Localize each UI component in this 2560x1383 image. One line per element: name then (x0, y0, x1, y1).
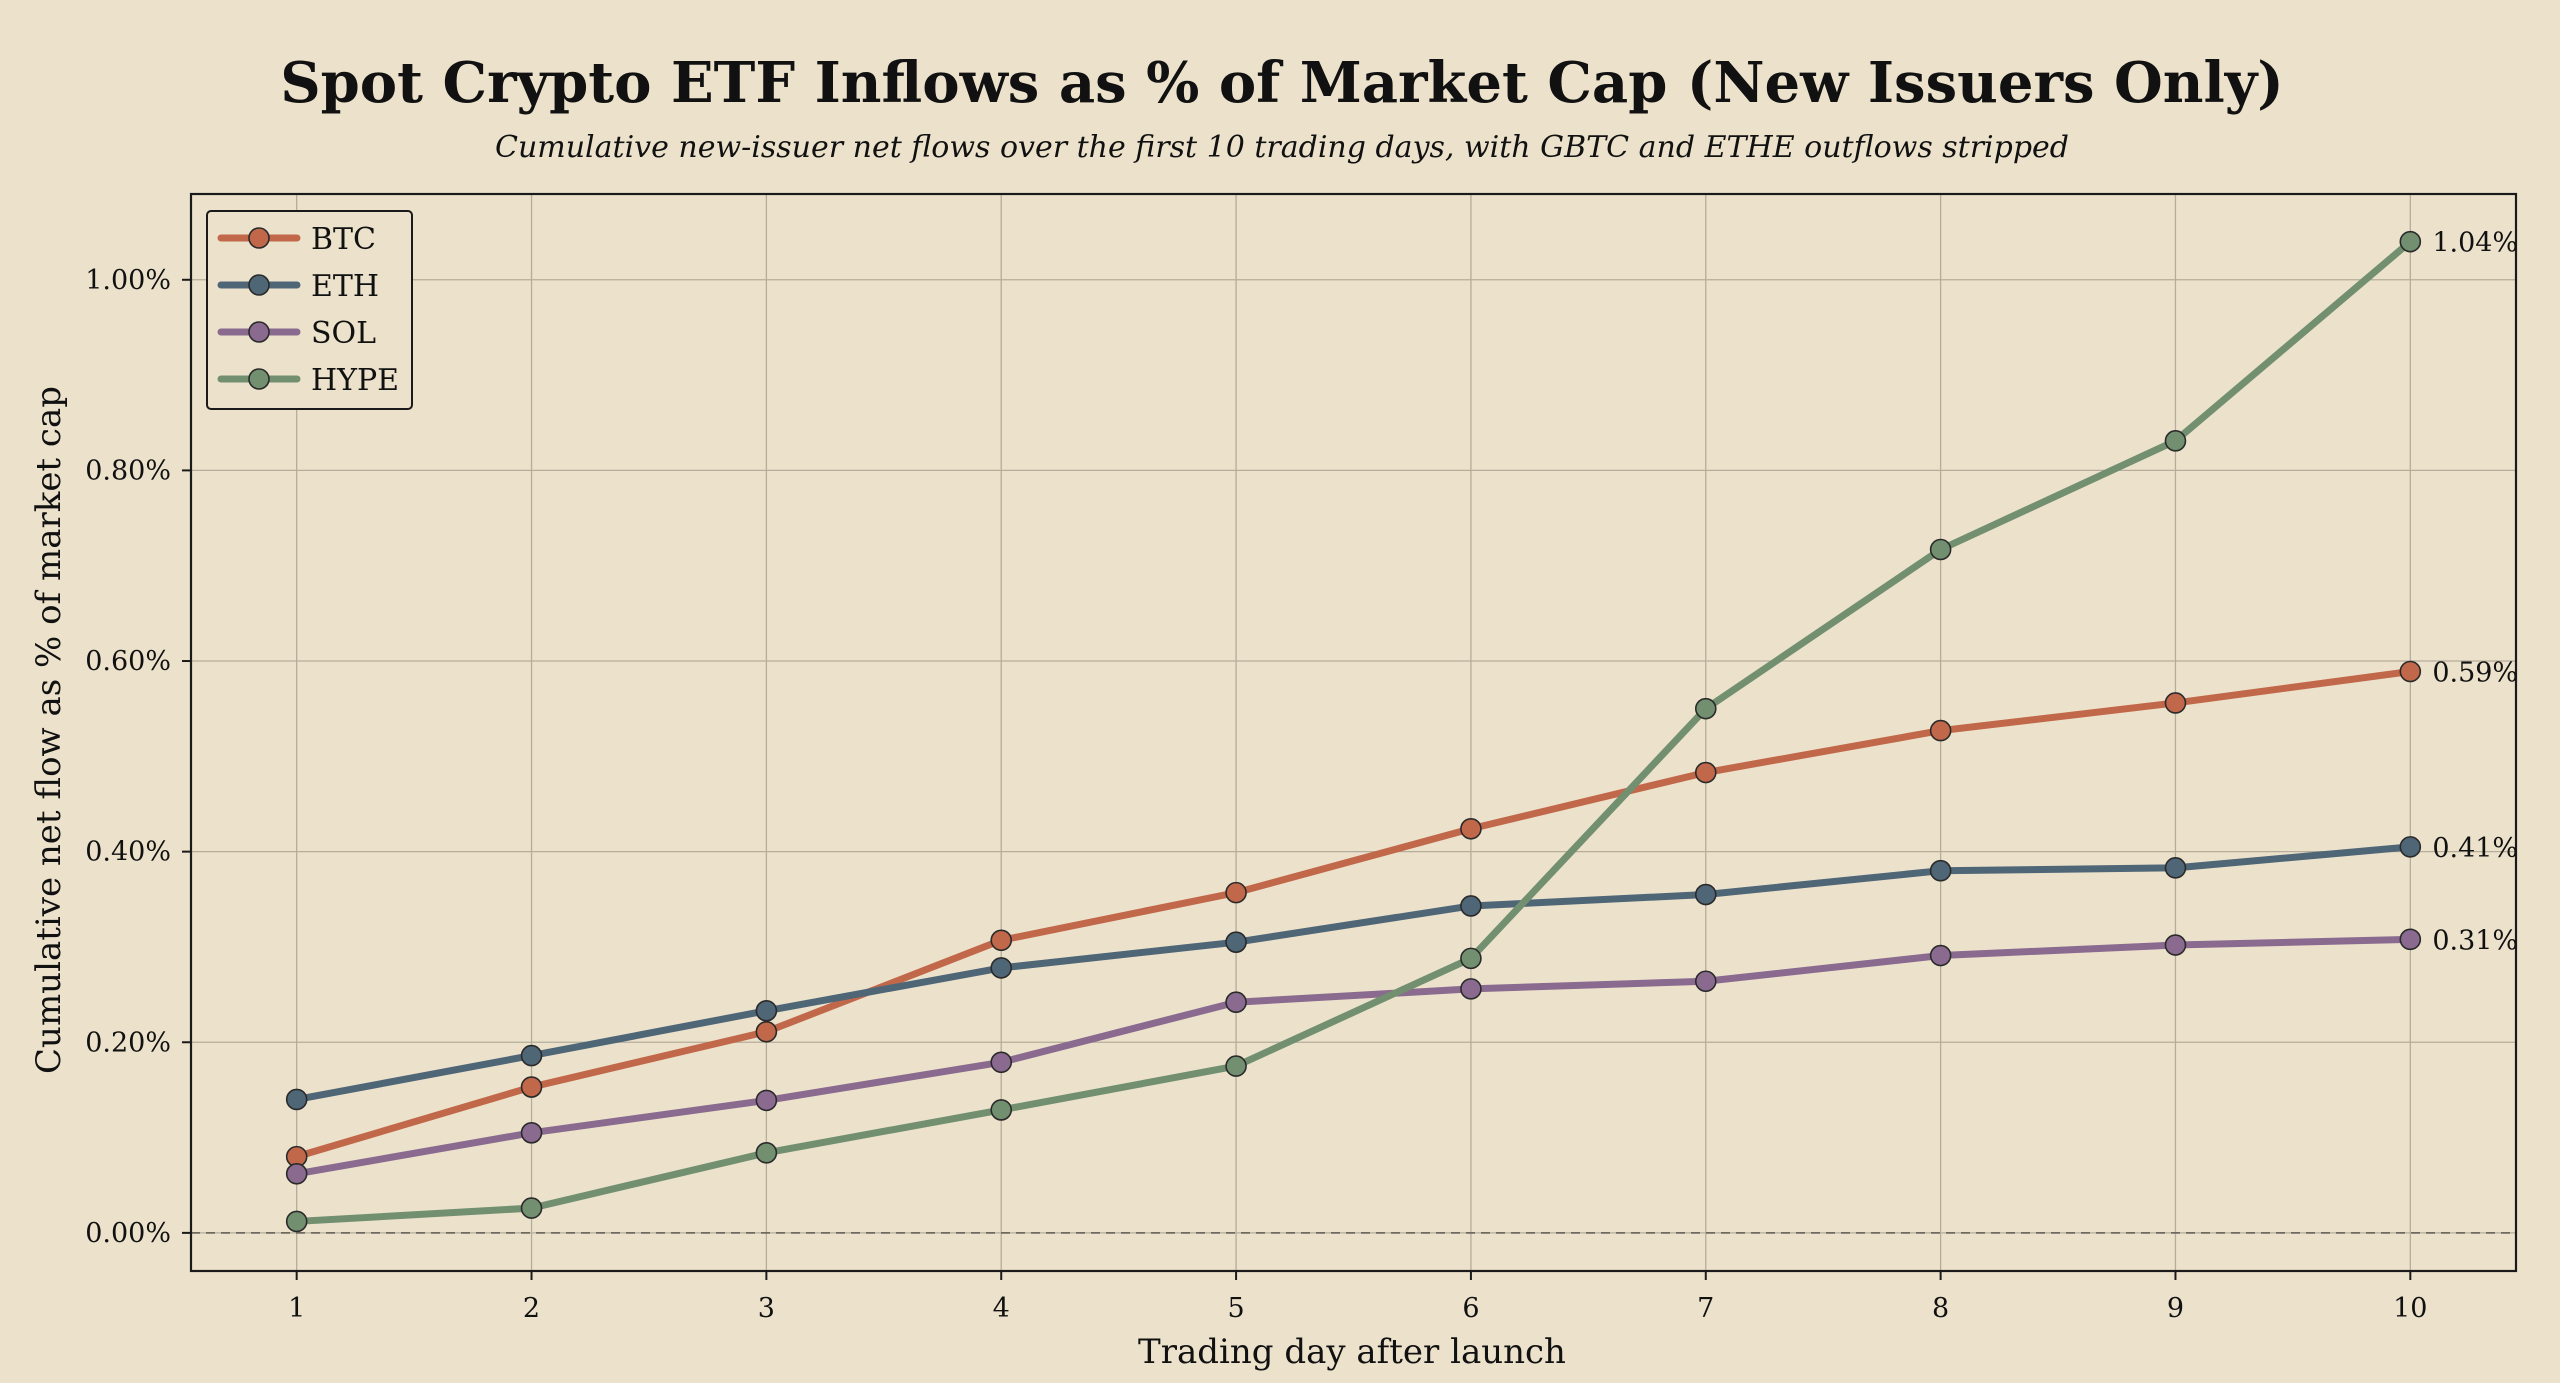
data-point-sol (1694, 970, 1717, 993)
legend: BTC ETH SOL HYPE (206, 210, 413, 410)
data-point-btc (1694, 761, 1717, 784)
x-tick-label: 10 (2393, 1293, 2427, 1324)
data-point-hype (755, 1142, 778, 1164)
data-point-sol (990, 1051, 1013, 1074)
data-point-sol (285, 1162, 308, 1185)
data-point-eth (1225, 931, 1247, 953)
data-point-sol (2164, 934, 2187, 956)
y-axis-label: Cumulative net flow as % of market cap (29, 386, 69, 1074)
x-tick-label: 1 (288, 1293, 305, 1324)
data-point-sol (2399, 928, 2422, 951)
legend-label-hype: HYPE (311, 363, 399, 398)
data-point-btc (1460, 817, 1482, 840)
data-point-sol (1225, 991, 1247, 1014)
data-point-eth (2399, 836, 2422, 858)
data-point-eth (1929, 859, 1952, 882)
x-tick-label: 8 (1932, 1293, 1949, 1324)
legend-marker-btc (248, 227, 270, 249)
end-label-btc: 0.59% (2432, 658, 2518, 689)
data-point-btc (1225, 881, 1247, 904)
legend-marker-eth (248, 274, 270, 296)
chart-subtitle: Cumulative new-issuer net flows over the… (495, 130, 2069, 165)
data-point-sol (755, 1089, 778, 1112)
data-point-btc (520, 1076, 543, 1098)
data-point-hype (1225, 1055, 1247, 1077)
chart-title: Spot Crypto ETF Inflows as % of Market C… (280, 50, 2284, 116)
x-tick-label: 4 (993, 1293, 1010, 1324)
legend-label-eth: ETH (311, 269, 379, 304)
end-label-eth: 0.41% (2432, 833, 2518, 864)
series-line-hype (293, 238, 2414, 1225)
legend-marker-sol (248, 321, 270, 343)
data-point-hype (520, 1197, 543, 1219)
data-point-eth (2164, 857, 2187, 879)
data-point-btc (2164, 692, 2187, 714)
end-label-hype: 1.04% (2432, 228, 2518, 259)
data-point-hype (990, 1099, 1013, 1121)
data-point-hype (1694, 697, 1717, 720)
data-point-eth (1694, 883, 1717, 906)
data-point-hype (2164, 430, 2187, 452)
y-tick-label: 1.00% (85, 265, 171, 296)
y-tick-label: 0.80% (85, 455, 171, 486)
data-point-sol (1929, 944, 1952, 967)
x-axis-label: Trading day after launch (1138, 1332, 1566, 1372)
y-tick-label: 0.00% (85, 1218, 171, 1249)
legend-box (206, 210, 413, 410)
series-line-btc (293, 668, 2414, 1161)
y-tick-label: 0.60% (85, 646, 171, 677)
x-tick-label: 3 (758, 1293, 775, 1324)
y-tick-label: 0.40% (85, 837, 171, 868)
series-line-sol (293, 935, 2414, 1178)
data-point-hype (1460, 947, 1482, 970)
data-point-hype (2399, 230, 2422, 253)
end-labels: 0.59% 0.41% 0.31% 1.04% (2432, 228, 2518, 957)
x-tick-label: 9 (2167, 1293, 2184, 1324)
plot-frame (189, 192, 2518, 1273)
data-point-eth (285, 1088, 308, 1111)
data-point-eth (990, 957, 1013, 979)
data-point-sol (1460, 978, 1482, 1000)
data-point-sol (520, 1122, 543, 1144)
series-group (285, 230, 2422, 1233)
data-point-hype (285, 1210, 308, 1233)
axes: 0.00% 0.20% 0.40% 0.60% 0.80% 1.00% 1 2 3 4 5 6 7 8 9 1… (85, 192, 2518, 1324)
grid (191, 194, 2516, 1271)
legend-marker-hype (248, 368, 270, 390)
data-point-eth (1460, 895, 1482, 917)
data-point-hype (1929, 538, 1952, 561)
end-label-sol: 0.31% (2432, 925, 2518, 956)
x-tick-label: 6 (1462, 1293, 1479, 1324)
data-point-btc (990, 929, 1013, 952)
series-line-eth (293, 843, 2414, 1103)
legend-label-sol: SOL (311, 316, 376, 351)
y-tick-label: 0.20% (85, 1027, 171, 1058)
data-point-btc (2399, 660, 2422, 683)
data-point-btc (755, 1020, 778, 1043)
data-point-btc (1929, 719, 1952, 742)
legend-label-btc: BTC (311, 222, 376, 257)
x-tick-label: 7 (1697, 1293, 1714, 1324)
x-tick-label: 2 (523, 1293, 540, 1324)
data-point-eth (520, 1044, 543, 1067)
x-tick-label: 5 (1227, 1293, 1244, 1324)
data-point-eth (755, 1000, 778, 1022)
